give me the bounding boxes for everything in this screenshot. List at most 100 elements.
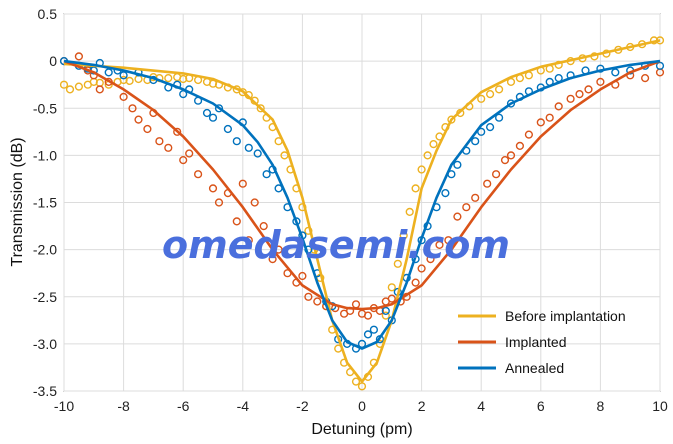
- marker-before-implantation: [495, 85, 504, 94]
- y-tick-label: -1.5: [33, 195, 57, 211]
- marker-before-implantation: [399, 231, 408, 240]
- marker-implanted: [566, 94, 575, 103]
- x-tick-label: 8: [597, 398, 605, 414]
- marker-annealed: [223, 124, 233, 134]
- legend-label-before-implantation: Before implantation: [505, 308, 626, 324]
- marker-implanted: [575, 89, 584, 99]
- marker-implanted: [274, 245, 283, 254]
- marker-annealed: [369, 325, 379, 334]
- marker-annealed: [208, 113, 218, 122]
- marker-implanted: [411, 278, 420, 287]
- x-tick-label: -2: [296, 398, 309, 414]
- marker-implanted: [128, 104, 137, 113]
- marker-before-implantation: [179, 74, 188, 84]
- marker-annealed: [244, 143, 253, 152]
- marker-before-implantation: [65, 85, 75, 94]
- legend-label-annealed: Annealed: [505, 360, 564, 376]
- marker-implanted: [471, 193, 480, 202]
- y-tick-label: -2.0: [33, 242, 57, 258]
- marker-implanted: [524, 130, 534, 139]
- x-tick-label: 6: [537, 398, 545, 414]
- marker-before-implantation: [256, 104, 265, 113]
- marker-before-implantation: [411, 184, 420, 193]
- marker-before-implantation: [393, 259, 402, 268]
- marker-annealed: [119, 71, 128, 80]
- marker-before-implantation: [447, 115, 456, 124]
- marker-annealed: [453, 160, 462, 169]
- marker-implanted: [259, 222, 268, 231]
- marker-implanted: [387, 294, 396, 303]
- y-tick-label: -3.5: [33, 383, 57, 399]
- marker-implanted: [584, 85, 593, 94]
- marker-annealed: [202, 108, 212, 118]
- marker-before-implantation: [119, 75, 128, 85]
- marker-before-implantation: [59, 80, 69, 89]
- marker-implanted: [515, 141, 525, 151]
- marker-before-implantation: [429, 140, 438, 149]
- marker-implanted: [453, 212, 462, 221]
- marker-implanted: [194, 170, 203, 179]
- marker-implanted: [596, 77, 605, 87]
- marker-implanted: [462, 203, 471, 212]
- marker-implanted: [545, 113, 554, 122]
- x-tick-label: 10: [652, 398, 668, 414]
- marker-implanted: [232, 217, 241, 226]
- marker-implanted: [417, 264, 426, 273]
- marker-implanted: [500, 156, 510, 165]
- marker-implanted: [426, 255, 435, 264]
- marker-implanted: [95, 85, 104, 94]
- marker-implanted: [179, 156, 188, 165]
- marker-annealed: [232, 137, 241, 146]
- legend: Before implantation Implanted Annealed: [458, 308, 626, 376]
- watermark-text: omedasemi.com: [162, 223, 510, 267]
- x-tick-label: 0: [358, 398, 366, 414]
- fit-line-implanted: [63, 59, 661, 311]
- marker-implanted: [640, 73, 650, 83]
- y-tick-label: -0.5: [33, 100, 57, 116]
- marker-annealed: [486, 122, 495, 132]
- y-axis-label: Transmission (dB): [9, 137, 26, 266]
- y-tick-label: 0.5: [38, 6, 58, 22]
- marker-implanted: [313, 297, 322, 306]
- x-tick-label: -8: [117, 398, 130, 414]
- fit-line-before-implantation: [63, 39, 661, 383]
- marker-implanted: [554, 102, 563, 111]
- y-tick-label: 0: [49, 53, 57, 69]
- fit-lines: [63, 39, 661, 383]
- marker-implanted: [173, 127, 182, 136]
- marker-before-implantation: [477, 94, 486, 103]
- marker-implanted: [214, 198, 224, 207]
- marker-implanted: [164, 143, 173, 152]
- grid: [63, 13, 661, 392]
- marker-implanted: [155, 137, 164, 146]
- marker-implanted: [74, 52, 84, 61]
- marker-implanted: [238, 179, 247, 188]
- marker-implanted: [119, 92, 128, 102]
- marker-implanted: [250, 198, 259, 207]
- x-tick-label: 4: [477, 398, 485, 414]
- marker-implanted: [483, 179, 492, 188]
- marker-implanted: [444, 236, 453, 245]
- marker-annealed: [253, 149, 262, 158]
- marker-before-implantation: [164, 73, 173, 83]
- marker-annealed: [381, 306, 390, 316]
- marker-before-implantation: [381, 311, 390, 320]
- x-tick-label: 2: [418, 398, 426, 414]
- marker-implanted: [134, 115, 143, 124]
- marker-annealed: [262, 170, 271, 179]
- marker-implanted: [536, 118, 545, 127]
- marker-annealed: [214, 104, 224, 113]
- marker-implanted: [143, 124, 152, 134]
- marker-implanted: [268, 255, 277, 264]
- y-tick-label: -1.0: [33, 147, 57, 163]
- marker-annealed: [471, 137, 480, 146]
- y-tick-label: -3.0: [33, 336, 57, 352]
- marker-before-implantation: [351, 377, 361, 386]
- marker-annealed: [506, 99, 516, 108]
- marker-implanted: [185, 149, 194, 158]
- marker-annealed: [363, 330, 373, 339]
- legend-label-implanted: Implanted: [505, 334, 566, 350]
- marker-implanted: [304, 292, 313, 301]
- marker-implanted: [244, 236, 253, 245]
- y-tick-labels: 0.5 0 -0.5 -1.0 -1.5 -2.0 -2.5 -3.0 -3.5: [33, 6, 57, 399]
